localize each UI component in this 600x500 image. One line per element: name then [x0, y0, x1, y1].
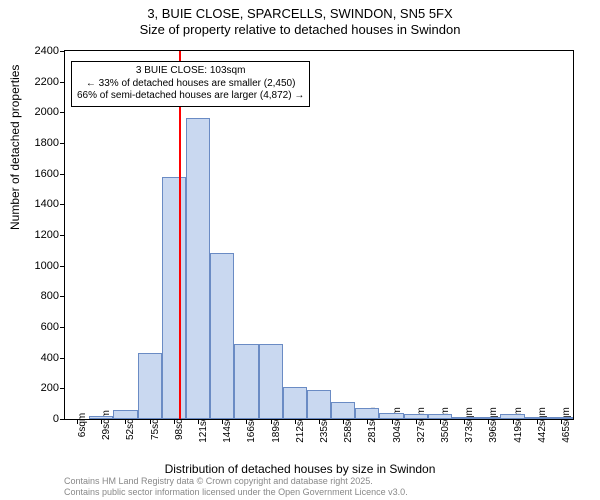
x-axis-label: Distribution of detached houses by size …: [0, 462, 600, 476]
histogram-bar: [89, 416, 113, 419]
y-axis-label: Number of detached properties: [8, 65, 22, 230]
y-tick-mark: [60, 266, 65, 267]
x-tick-mark: [246, 419, 247, 424]
y-tick-mark: [60, 174, 65, 175]
histogram-bar: [331, 402, 355, 419]
x-tick-mark: [77, 419, 78, 424]
histogram-bar: [138, 353, 162, 419]
y-tick-label: 1400: [35, 198, 59, 210]
annotation-line-3: 66% of semi-detached houses are larger (…: [77, 90, 304, 103]
histogram-bar: [549, 417, 573, 419]
y-tick-label: 0: [53, 413, 59, 425]
histogram-chart: 0200400600800100012001400160018002000220…: [64, 50, 574, 420]
attribution-text: Contains HM Land Registry data © Crown c…: [64, 476, 408, 498]
x-tick-label: 373sqm: [464, 407, 475, 443]
histogram-bar: [234, 344, 258, 419]
title-line-2: Size of property relative to detached ho…: [0, 22, 600, 38]
y-tick-mark: [60, 419, 65, 420]
x-tick-mark: [125, 419, 126, 424]
y-tick-mark: [60, 82, 65, 83]
x-tick-mark: [222, 419, 223, 424]
attribution-line-2: Contains public sector information licen…: [64, 487, 408, 498]
y-tick-label: 600: [41, 321, 59, 333]
x-tick-label: 6sqm: [77, 413, 88, 437]
histogram-bar: [113, 410, 137, 419]
histogram-bar: [307, 390, 331, 419]
x-tick-label: 396sqm: [488, 407, 499, 443]
y-tick-mark: [60, 143, 65, 144]
x-tick-mark: [295, 419, 296, 424]
annotation-line-1: 3 BUIE CLOSE: 103sqm: [77, 65, 304, 78]
x-tick-mark: [561, 419, 562, 424]
histogram-bar: [476, 417, 500, 419]
x-tick-mark: [101, 419, 102, 424]
y-tick-mark: [60, 358, 65, 359]
annotation-line-2: ← 33% of detached houses are smaller (2,…: [77, 78, 304, 91]
histogram-bar: [428, 414, 452, 419]
y-tick-label: 1800: [35, 137, 59, 149]
x-tick-label: 29sqm: [101, 410, 112, 440]
histogram-bar: [210, 253, 234, 419]
y-tick-label: 1200: [35, 229, 59, 241]
x-tick-mark: [271, 419, 272, 424]
y-tick-label: 1600: [35, 168, 59, 180]
x-tick-mark: [392, 419, 393, 424]
x-tick-label: 442sqm: [537, 407, 548, 443]
x-tick-mark: [198, 419, 199, 424]
x-tick-mark: [150, 419, 151, 424]
y-tick-label: 2400: [35, 45, 59, 57]
histogram-bar: [283, 387, 307, 419]
x-tick-label: 350sqm: [440, 407, 451, 443]
x-tick-mark: [367, 419, 368, 424]
x-tick-mark: [416, 419, 417, 424]
histogram-bar: [186, 118, 210, 419]
y-tick-mark: [60, 204, 65, 205]
attribution-line-1: Contains HM Land Registry data © Crown c…: [64, 476, 408, 487]
x-tick-label: 327sqm: [416, 407, 427, 443]
chart-title-block: 3, BUIE CLOSE, SPARCELLS, SWINDON, SN5 5…: [0, 0, 600, 37]
annotation-box: 3 BUIE CLOSE: 103sqm← 33% of detached ho…: [71, 61, 310, 107]
y-tick-mark: [60, 51, 65, 52]
x-tick-mark: [537, 419, 538, 424]
x-tick-mark: [440, 419, 441, 424]
x-tick-mark: [513, 419, 514, 424]
y-tick-mark: [60, 296, 65, 297]
x-tick-label: 419sqm: [513, 407, 524, 443]
y-tick-label: 2200: [35, 76, 59, 88]
y-tick-mark: [60, 327, 65, 328]
x-tick-mark: [464, 419, 465, 424]
x-tick-mark: [488, 419, 489, 424]
histogram-bar: [379, 413, 403, 419]
histogram-bar: [404, 414, 428, 419]
y-tick-label: 200: [41, 382, 59, 394]
y-tick-label: 800: [41, 290, 59, 302]
y-tick-mark: [60, 235, 65, 236]
x-tick-mark: [319, 419, 320, 424]
x-tick-mark: [174, 419, 175, 424]
x-tick-label: 465sqm: [561, 407, 572, 443]
y-tick-label: 2000: [35, 106, 59, 118]
title-line-1: 3, BUIE CLOSE, SPARCELLS, SWINDON, SN5 5…: [0, 6, 600, 22]
histogram-bar: [355, 408, 379, 419]
histogram-bar: [452, 417, 476, 419]
histogram-bar: [525, 417, 549, 419]
y-tick-label: 1000: [35, 260, 59, 272]
x-tick-mark: [343, 419, 344, 424]
histogram-bar: [162, 177, 186, 419]
y-tick-label: 400: [41, 352, 59, 364]
histogram-bar: [500, 414, 524, 419]
y-tick-mark: [60, 388, 65, 389]
histogram-bar: [259, 344, 283, 419]
y-tick-mark: [60, 112, 65, 113]
